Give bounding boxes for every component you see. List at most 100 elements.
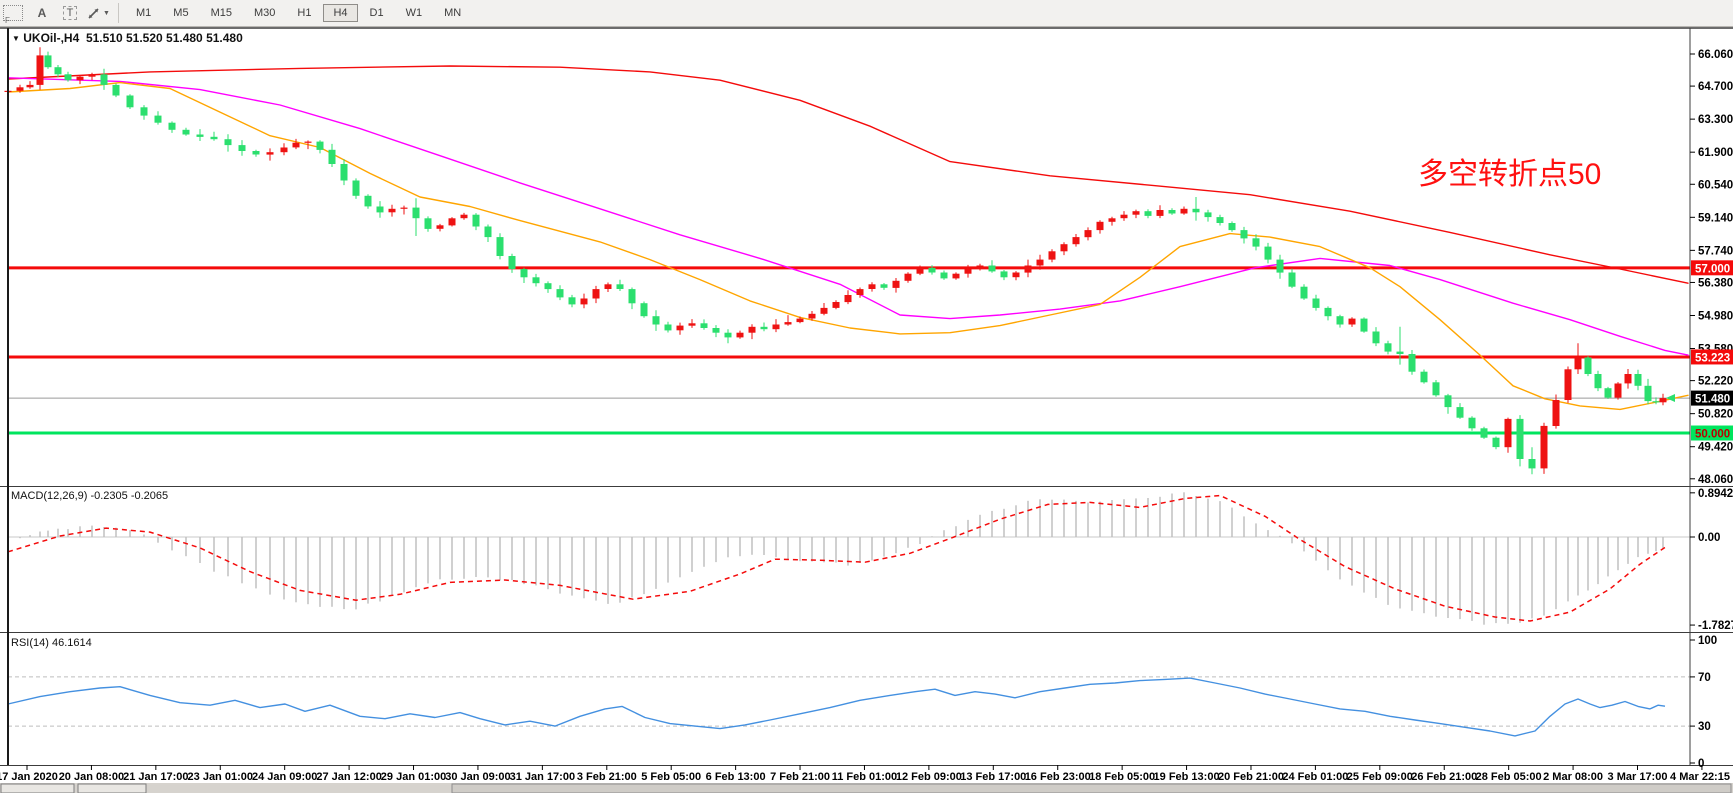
candle-body: [760, 326, 768, 330]
candle-body: [1012, 272, 1020, 278]
time-tick-label: 11 Feb 01:00: [832, 771, 897, 783]
time-tick-label: 17 Jan 2020: [0, 771, 58, 783]
price-pointer-icon: [1666, 394, 1675, 402]
tf-button-H1[interactable]: H1: [297, 7, 312, 19]
candle-body: [1036, 259, 1044, 266]
tf-button-D1[interactable]: D1: [369, 7, 384, 19]
candle-body: [892, 280, 900, 288]
timeframe-button-group: M1 M5 M15 M30 H1 H4 D1 W1 MN: [125, 4, 472, 22]
candle-body: [1168, 210, 1176, 214]
text-box-icon[interactable]: T: [57, 2, 83, 24]
candle-body: [1634, 374, 1642, 386]
candle-body: [1384, 343, 1392, 352]
candle-body: [1276, 259, 1284, 273]
candle-body: [1072, 237, 1080, 245]
candle-body: [568, 297, 576, 305]
candle-body: [544, 283, 552, 290]
candle-body: [556, 289, 564, 298]
candle-body: [868, 284, 876, 289]
candle-body: [532, 277, 540, 284]
tf-button-M1[interactable]: M1: [136, 7, 152, 19]
candle-body: [1156, 210, 1164, 216]
candle-body: [676, 325, 684, 331]
price-tick-label: 49.420: [1698, 442, 1733, 454]
time-tick-label: 12 Feb 09:00: [896, 771, 962, 783]
price-tick-label: 66.060: [1698, 49, 1733, 61]
tf-button-M30[interactable]: M30: [253, 7, 276, 19]
candle-body: [904, 273, 912, 281]
candle-body: [1108, 218, 1116, 222]
candle-body: [496, 237, 504, 256]
candle-body: [748, 326, 756, 333]
crosshair-arrows-icon[interactable]: ▼: [85, 2, 111, 24]
time-tick-label: 3 Feb 21:00: [577, 771, 637, 783]
price-axis[interactable]: 66.060 64.700 63.300 61.900 60.540 59.140 57.7…: [1690, 49, 1733, 770]
price-tick-label: 56.380: [1698, 277, 1733, 289]
main-chart-area[interactable]: [9, 28, 1690, 486]
candle-body: [820, 307, 828, 314]
candle-body: [1444, 395, 1452, 408]
candle-body: [640, 303, 648, 317]
time-tick-label: 20 Feb 21:00: [1218, 771, 1284, 783]
candle-body: [36, 55, 44, 85]
candle-body: [412, 207, 420, 219]
rsi-panel-area[interactable]: [9, 633, 1690, 765]
candle-body: [352, 180, 360, 196]
tf-button-M5[interactable]: M5: [173, 7, 189, 19]
candle-body: [88, 74, 96, 77]
macd-panel-area[interactable]: [9, 487, 1690, 630]
candle-body: [280, 147, 288, 153]
candle-body: [964, 269, 972, 274]
time-tick-label: 3 Mar 17:00: [1608, 771, 1668, 783]
candle-body: [376, 206, 384, 213]
time-tick-label: 16 Feb 23:00: [1025, 771, 1091, 783]
candle-body: [1516, 418, 1524, 459]
candle-body: [1432, 382, 1440, 396]
candle-body: [664, 324, 672, 331]
candle-body: [1528, 459, 1536, 469]
candle-body: [224, 139, 232, 146]
tf-button-M15[interactable]: M15: [210, 7, 232, 19]
candle-body: [1468, 417, 1476, 429]
candle-body: [700, 323, 708, 328]
candle-body: [76, 76, 84, 81]
candle-body: [1420, 371, 1428, 383]
candle-body: [328, 149, 336, 164]
indicator-grid-icon[interactable]: F: [1, 2, 27, 25]
candle-body: [520, 269, 528, 278]
medium-ma-line: [7, 77, 1689, 356]
macd-tick-label: 0.8942: [1698, 488, 1733, 500]
chart-canvas[interactable]: 66.060 64.700 63.300 61.900 60.540 59.140 57.7…: [0, 27, 1733, 793]
candle-body: [304, 141, 312, 143]
time-tick-label: 26 Feb 21:00: [1411, 771, 1477, 783]
candle-body: [424, 218, 432, 229]
tf-button-MN[interactable]: MN: [444, 7, 462, 19]
candle-body: [652, 316, 660, 325]
chart-area-wrapper: 66.060 64.700 63.300 61.900 60.540 59.140 57.7…: [0, 27, 1733, 793]
candle-body: [604, 284, 612, 289]
macd-signal-line: [7, 494, 1666, 622]
candle-body: [1492, 437, 1500, 448]
candle-body: [364, 195, 372, 207]
tf-button-H4[interactable]: H4: [323, 4, 358, 22]
candle-body: [1456, 407, 1464, 418]
bottom-tab-2[interactable]: [77, 783, 147, 793]
bottom-tab-1[interactable]: [0, 783, 75, 793]
candle-body: [736, 332, 744, 338]
time-tick-label: 2 Mar 08:00: [1543, 771, 1603, 783]
macd-histogram: [7, 492, 1664, 625]
tf-button-W1[interactable]: W1: [405, 7, 423, 19]
price-tick-label: 54.980: [1698, 310, 1733, 322]
candle-body: [1228, 223, 1236, 231]
time-tick-label: 4 Mar 22:15: [1670, 771, 1730, 783]
candle-body: [1604, 388, 1612, 398]
price-tick-label: 50.820: [1698, 409, 1733, 421]
candle-body: [388, 208, 396, 213]
candle-body: [1552, 400, 1560, 426]
text-a-icon[interactable]: A: [37, 6, 47, 20]
candle-body: [252, 151, 260, 155]
candle-body: [772, 324, 780, 330]
price-badge-label: 57.000: [1695, 263, 1730, 275]
